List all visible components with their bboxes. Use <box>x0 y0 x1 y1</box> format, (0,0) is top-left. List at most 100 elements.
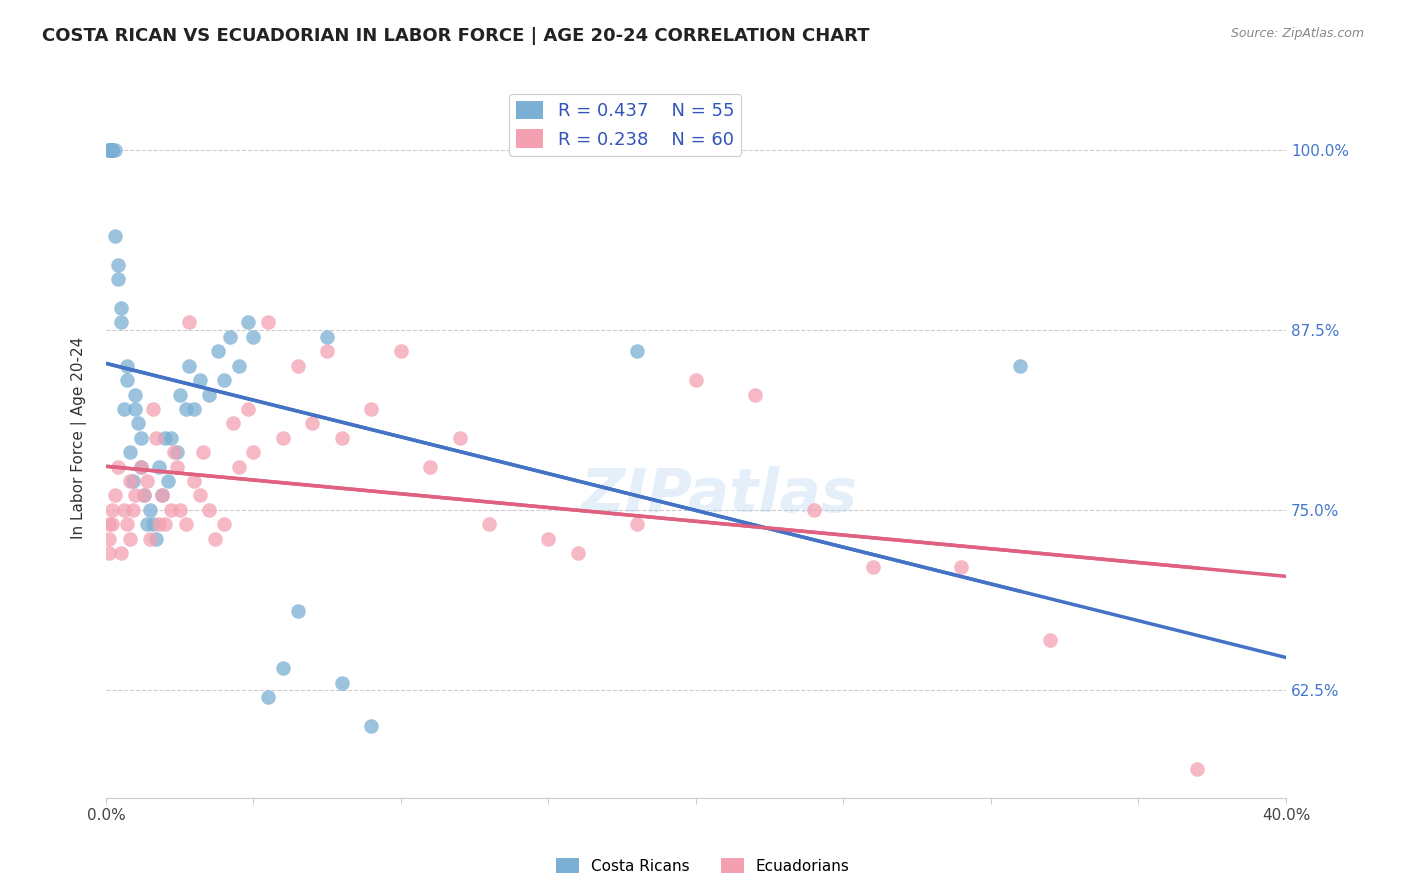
Point <box>177 315 200 329</box>
Point <box>242 445 264 459</box>
Point <box>163 445 186 459</box>
Point <box>219 330 242 344</box>
Point <box>139 503 162 517</box>
Point <box>207 344 229 359</box>
Legend: R = 0.437    N = 55, R = 0.238    N = 60: R = 0.437 N = 55, R = 0.238 N = 60 <box>509 94 741 156</box>
Point <box>204 532 226 546</box>
Point <box>330 675 353 690</box>
Point <box>101 143 124 157</box>
Point <box>131 431 153 445</box>
Text: Source: ZipAtlas.com: Source: ZipAtlas.com <box>1230 27 1364 40</box>
Point <box>97 143 120 157</box>
Point <box>257 690 280 705</box>
Point <box>97 532 120 546</box>
Point <box>97 517 120 532</box>
Point <box>160 503 183 517</box>
Point <box>115 373 138 387</box>
Point <box>301 417 323 431</box>
Point <box>142 401 165 416</box>
Point <box>107 272 129 286</box>
Point <box>101 143 124 157</box>
Point <box>121 503 143 517</box>
Point <box>112 401 135 416</box>
Point <box>166 445 188 459</box>
Text: ZIPatlas: ZIPatlas <box>581 466 858 524</box>
Point <box>198 387 221 401</box>
Point <box>136 474 159 488</box>
Point <box>626 344 648 359</box>
Point <box>190 373 212 387</box>
Point <box>150 488 173 502</box>
Point <box>115 359 138 373</box>
Text: COSTA RICAN VS ECUADORIAN IN LABOR FORCE | AGE 20-24 CORRELATION CHART: COSTA RICAN VS ECUADORIAN IN LABOR FORCE… <box>42 27 870 45</box>
Point <box>419 459 441 474</box>
Point <box>101 143 124 157</box>
Point <box>97 546 120 560</box>
Point <box>107 459 129 474</box>
Point <box>153 431 176 445</box>
Point <box>1010 359 1032 373</box>
Point <box>242 330 264 344</box>
Point <box>110 301 132 315</box>
Point <box>228 359 250 373</box>
Point <box>183 401 205 416</box>
Point <box>177 359 200 373</box>
Point <box>97 143 120 157</box>
Point <box>104 229 127 244</box>
Point <box>124 488 146 502</box>
Point <box>110 546 132 560</box>
Point <box>271 661 294 675</box>
Point <box>212 373 235 387</box>
Point <box>1039 632 1062 647</box>
Point <box>104 488 127 502</box>
Point <box>160 431 183 445</box>
Point <box>228 459 250 474</box>
Point <box>148 459 170 474</box>
Point <box>101 503 124 517</box>
Point <box>198 503 221 517</box>
Point <box>287 604 309 618</box>
Point <box>316 330 339 344</box>
Point <box>193 445 215 459</box>
Point <box>360 401 382 416</box>
Point <box>449 431 471 445</box>
Point <box>1187 762 1209 776</box>
Point <box>537 532 560 546</box>
Point <box>212 517 235 532</box>
Point <box>236 315 259 329</box>
Point <box>121 474 143 488</box>
Point <box>478 517 501 532</box>
Point <box>287 359 309 373</box>
Point <box>124 401 146 416</box>
Point <box>169 503 191 517</box>
Point <box>685 373 707 387</box>
Point <box>110 315 132 329</box>
Legend: Costa Ricans, Ecuadorians: Costa Ricans, Ecuadorians <box>550 852 856 880</box>
Point <box>134 488 156 502</box>
Point <box>150 488 173 502</box>
Point <box>156 474 179 488</box>
Point <box>107 258 129 272</box>
Point <box>169 387 191 401</box>
Point <box>97 143 120 157</box>
Point <box>330 431 353 445</box>
Point <box>104 143 127 157</box>
Point <box>183 474 205 488</box>
Point <box>862 560 884 574</box>
Point <box>124 387 146 401</box>
Point <box>744 387 766 401</box>
Point <box>389 344 412 359</box>
Point <box>222 417 245 431</box>
Point <box>174 401 197 416</box>
Point <box>97 143 120 157</box>
Point <box>803 503 825 517</box>
Point <box>127 417 149 431</box>
Point <box>118 445 141 459</box>
Point <box>236 401 259 416</box>
Point <box>142 517 165 532</box>
Point <box>950 560 973 574</box>
Point <box>118 532 141 546</box>
Point <box>153 517 176 532</box>
Point <box>257 315 280 329</box>
Point <box>166 459 188 474</box>
